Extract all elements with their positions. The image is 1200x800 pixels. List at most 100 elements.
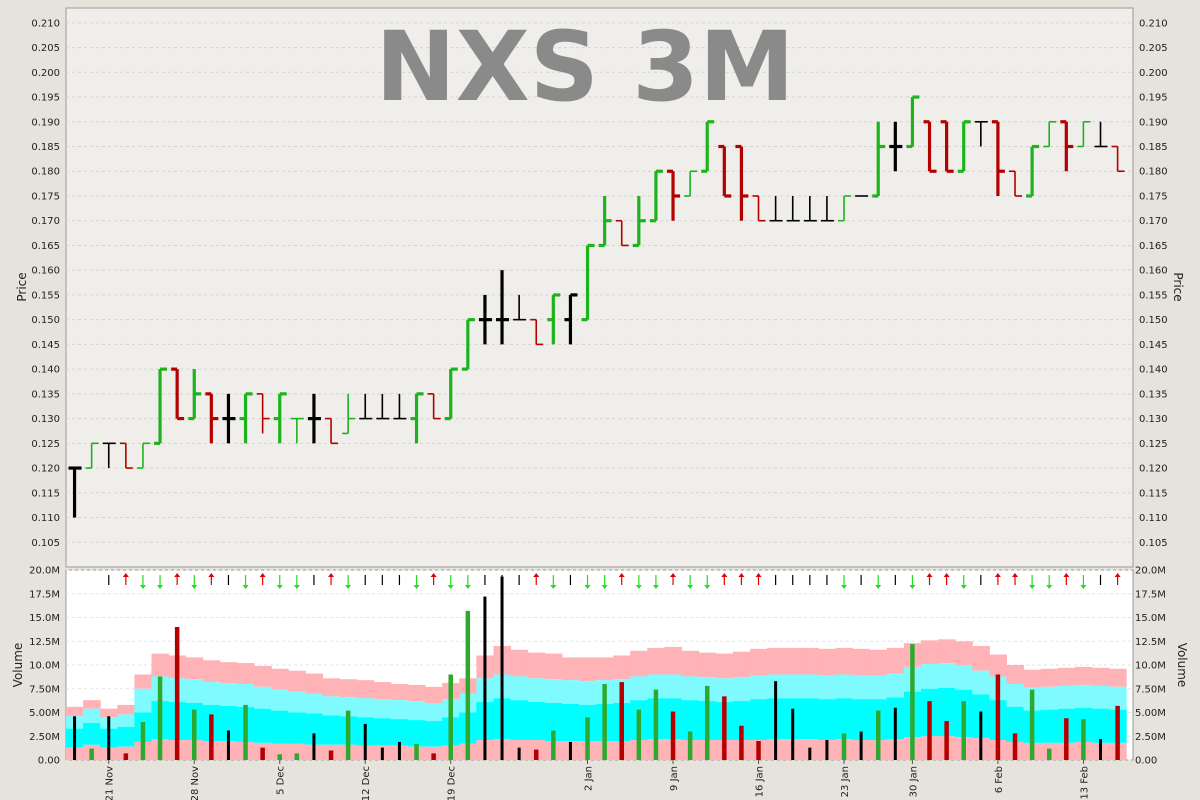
direction-arrow-icon — [328, 573, 335, 577]
price-tick-label-right: 0.105 — [1139, 538, 1168, 549]
price-tick-label-left: 0.105 — [31, 538, 60, 549]
direction-arrow-icon — [430, 573, 437, 577]
direction-arrow-icon — [670, 573, 677, 577]
direction-arrow-icon — [618, 573, 625, 577]
volume-band-outer — [732, 651, 751, 678]
price-tick-label-left: 0.110 — [31, 513, 60, 524]
volume-band-outer — [544, 653, 563, 680]
volume-band-outer — [510, 649, 529, 677]
volume-band-upper — [219, 683, 238, 706]
volume-band-outer — [938, 639, 956, 664]
direction-arrow-icon — [1080, 585, 1087, 589]
volume-bar — [1064, 718, 1069, 760]
direction-arrow-icon — [242, 585, 249, 589]
volume-band-lower — [1006, 706, 1025, 742]
volume-band-upper — [955, 665, 973, 690]
volume-band-outer — [1057, 667, 1076, 686]
volume-band-lower — [749, 699, 768, 741]
volume-band-upper — [784, 674, 802, 699]
volume-band-upper — [715, 678, 734, 703]
direction-arrow-icon — [755, 573, 762, 577]
price-tick-label-right: 0.185 — [1139, 142, 1168, 153]
volume-band-outer — [373, 682, 392, 700]
volume-band-outer — [818, 648, 836, 676]
volume-band-outer — [749, 648, 768, 676]
volume-bar — [704, 685, 710, 760]
volume-bar — [1012, 733, 1018, 760]
volume-bar — [209, 714, 214, 760]
direction-arrow-icon — [687, 585, 694, 589]
volume-band-lower — [818, 699, 836, 741]
price-tick-label-left: 0.150 — [31, 315, 60, 326]
direction-arrow-icon — [1114, 573, 1121, 577]
volume-bar — [1099, 739, 1103, 760]
direction-arrow-icon — [413, 585, 420, 589]
date-tick-label: 13 Feb — [1079, 766, 1090, 800]
volume-band-outer — [869, 649, 888, 676]
volume-bar — [808, 747, 812, 760]
volume-band-outer — [835, 647, 854, 675]
volume-bar — [191, 709, 197, 760]
volume-band-outer — [852, 648, 871, 676]
direction-arrow-icon — [345, 585, 352, 589]
volume-band-lower — [407, 720, 426, 747]
volume-band-outer — [1006, 665, 1025, 684]
volume-bars — [73, 576, 1120, 760]
volume-bands — [66, 639, 1127, 760]
volume-bar — [944, 721, 949, 760]
volume-band-outer — [339, 679, 358, 698]
volume-band-outer — [236, 663, 255, 684]
date-tick-label: 19 Dec — [447, 766, 458, 800]
volume-band-lower — [219, 705, 238, 741]
date-tick-label: 5 Dec — [276, 766, 287, 795]
volume-band-upper — [185, 679, 204, 703]
direction-arrow-icon — [447, 585, 454, 589]
volume-band-upper — [681, 676, 700, 701]
direction-arrow-icon — [1012, 573, 1019, 577]
price-tick-label-left: 0.155 — [31, 290, 60, 301]
volume-band-outer — [681, 650, 700, 677]
volume-bar — [517, 747, 521, 760]
volume-band-upper — [664, 674, 683, 699]
price-tick-label-left: 0.140 — [31, 365, 60, 376]
price-tick-label-right: 0.115 — [1139, 488, 1168, 499]
volume-band-outer — [151, 653, 170, 677]
direction-arrow-icon — [875, 585, 882, 589]
volume-band-outer — [1109, 668, 1127, 687]
volume-band-lower — [732, 701, 751, 741]
price-tick-label-right: 0.110 — [1139, 513, 1168, 524]
volume-band-upper — [271, 689, 289, 711]
volume-band-outer — [185, 657, 204, 680]
volume-band-outer — [1040, 668, 1059, 687]
volume-bar — [774, 681, 778, 760]
direction-arrow-icon — [841, 585, 848, 589]
volume-bar — [294, 753, 300, 760]
price-tick-label-left: 0.205 — [31, 43, 60, 54]
volume-band-lower — [288, 712, 306, 744]
direction-arrow-icon — [721, 573, 728, 577]
volume-bar — [107, 716, 111, 760]
volume-band-upper — [83, 708, 101, 723]
volume-tick-label-left: 2.50M — [29, 732, 60, 743]
volume-bar — [995, 674, 1001, 760]
volume-band-lower — [527, 702, 546, 741]
volume-band-outer — [117, 704, 135, 715]
volume-band-outer — [305, 673, 323, 694]
volume-band-upper — [749, 675, 768, 700]
volume-band-lower — [390, 719, 409, 746]
volume-bar — [551, 730, 556, 760]
volume-bar — [174, 627, 180, 760]
volume-bar — [414, 743, 419, 760]
direction-arrow-icon — [584, 585, 591, 589]
volume-bar — [636, 709, 642, 760]
volume-band-outer — [527, 652, 546, 679]
volume-band-upper — [938, 663, 956, 688]
date-tick-label: 23 Jan — [840, 766, 851, 797]
volume-band-lower — [510, 700, 529, 741]
volume-bar — [277, 754, 282, 760]
volume-band-upper — [202, 682, 221, 705]
volume-band-lower — [1040, 709, 1059, 743]
price-tick-label-left: 0.210 — [31, 18, 60, 29]
volume-bar — [243, 704, 248, 760]
volume-bar — [841, 733, 847, 760]
